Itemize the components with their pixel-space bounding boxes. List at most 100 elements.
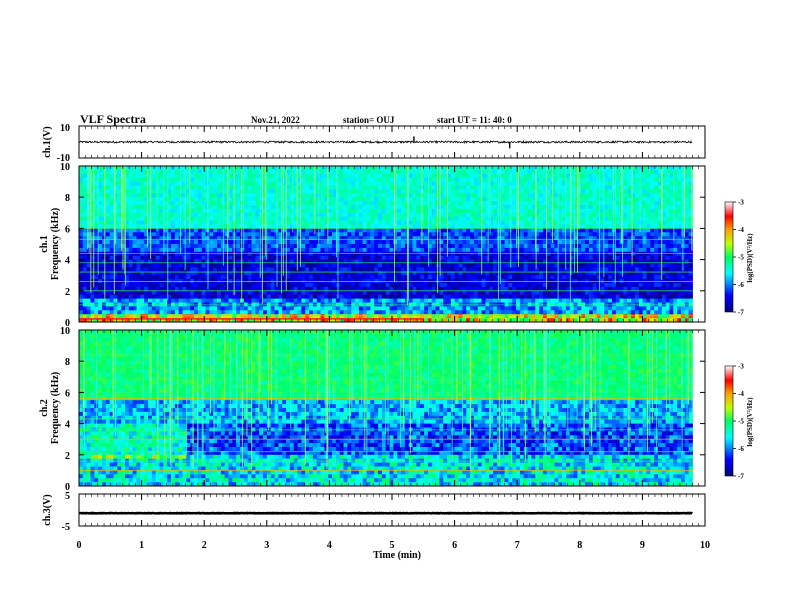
spec-cell bbox=[343, 166, 348, 171]
spec-cell bbox=[470, 220, 475, 225]
spec-cell bbox=[251, 185, 256, 190]
spec-cell bbox=[255, 166, 260, 171]
spec-cell bbox=[431, 259, 436, 264]
spec-cell bbox=[473, 286, 479, 292]
spec-cell bbox=[523, 197, 528, 202]
spec-cell bbox=[270, 197, 275, 202]
spec-cell bbox=[424, 290, 429, 296]
spec-cell bbox=[144, 173, 149, 179]
spec-cell bbox=[105, 283, 111, 288]
spec-cell bbox=[236, 267, 241, 272]
spec-cell bbox=[351, 197, 356, 202]
spec-cell bbox=[194, 189, 199, 194]
spec-cell bbox=[504, 244, 509, 249]
spec-cell bbox=[320, 275, 325, 280]
spec-cell bbox=[378, 286, 383, 292]
spec-cell bbox=[397, 216, 402, 221]
spec-cell bbox=[174, 173, 180, 179]
spec-cell bbox=[224, 290, 229, 296]
spec-cell bbox=[439, 255, 444, 260]
spec-cell bbox=[270, 220, 275, 225]
spec-cell bbox=[128, 259, 134, 264]
spec-cell bbox=[443, 290, 448, 296]
spec-cell bbox=[477, 251, 482, 257]
spec-cell bbox=[542, 314, 548, 319]
spec-cell bbox=[374, 259, 379, 264]
spec-cell bbox=[431, 185, 436, 190]
spec-cell bbox=[385, 201, 390, 206]
spec-cell bbox=[335, 314, 341, 319]
spec-cell bbox=[270, 283, 275, 288]
spec-cell bbox=[182, 306, 187, 311]
spec-cell bbox=[224, 255, 229, 260]
spec-cell bbox=[431, 298, 436, 303]
spec-cell bbox=[163, 306, 168, 311]
spec-cell bbox=[140, 236, 145, 241]
spec-cell bbox=[270, 236, 275, 241]
spec-cell bbox=[550, 247, 555, 253]
spec-cell bbox=[535, 240, 540, 245]
spec-cell bbox=[542, 275, 548, 280]
spec-cell bbox=[224, 298, 229, 303]
spec-cell bbox=[270, 173, 275, 179]
spec-cell bbox=[466, 255, 471, 260]
spec-cell bbox=[117, 275, 122, 280]
spec-cell bbox=[370, 166, 375, 171]
spec-cell bbox=[278, 169, 283, 175]
spec-cell bbox=[481, 201, 486, 206]
spec-cell bbox=[259, 185, 264, 190]
spec-cell bbox=[201, 181, 206, 186]
spec-cell bbox=[155, 286, 160, 292]
spec-cell bbox=[527, 216, 532, 221]
spec-cell bbox=[508, 294, 513, 299]
spec-cell bbox=[155, 298, 160, 303]
spec-cell bbox=[136, 251, 141, 257]
spec-cell bbox=[278, 205, 283, 210]
spec-cell bbox=[427, 247, 433, 253]
spec-cell bbox=[385, 189, 390, 194]
spec-cell bbox=[504, 166, 509, 171]
spec-cell bbox=[512, 251, 517, 257]
spec-cell bbox=[109, 267, 114, 272]
spec-cell bbox=[186, 173, 191, 179]
spec-cell bbox=[128, 208, 134, 214]
spec-cell bbox=[481, 216, 486, 221]
spec-cell bbox=[546, 286, 552, 292]
spec-cell bbox=[140, 212, 145, 218]
spec-cell bbox=[301, 232, 306, 237]
spec-cell bbox=[132, 271, 137, 276]
spec-cell bbox=[366, 259, 371, 264]
spec-cell bbox=[370, 318, 375, 323]
spec-cell bbox=[190, 169, 195, 175]
spec-cell bbox=[493, 185, 498, 190]
spec-cell bbox=[305, 298, 310, 303]
spec-cell bbox=[527, 244, 532, 249]
spec-cell bbox=[82, 306, 88, 311]
spec-cell bbox=[155, 255, 160, 260]
spec-cell bbox=[190, 177, 195, 182]
spec-cell bbox=[286, 267, 291, 272]
spec-cell bbox=[500, 251, 505, 257]
spec-cell bbox=[362, 193, 367, 198]
spec-cell bbox=[243, 267, 249, 272]
spec-cell bbox=[489, 177, 494, 182]
spec-cell bbox=[523, 318, 528, 323]
spec-cell bbox=[485, 240, 490, 245]
spec-cell bbox=[209, 267, 214, 272]
spec-cell bbox=[412, 189, 417, 194]
spec-cell bbox=[151, 181, 157, 186]
spec-cell bbox=[355, 181, 360, 186]
spec-cell bbox=[454, 169, 459, 175]
spec-cell bbox=[121, 294, 126, 299]
spec-cell bbox=[389, 294, 394, 299]
spec-cell bbox=[527, 247, 532, 253]
spec-cell bbox=[86, 290, 91, 296]
spec-cell bbox=[79, 185, 84, 190]
spec-cell bbox=[151, 232, 157, 237]
spec-cell bbox=[458, 267, 463, 272]
spec-cell bbox=[389, 236, 394, 241]
spec-cell bbox=[125, 294, 130, 299]
spec-cell bbox=[174, 298, 180, 303]
spec-cell bbox=[309, 263, 314, 268]
spec-cell bbox=[397, 212, 402, 218]
